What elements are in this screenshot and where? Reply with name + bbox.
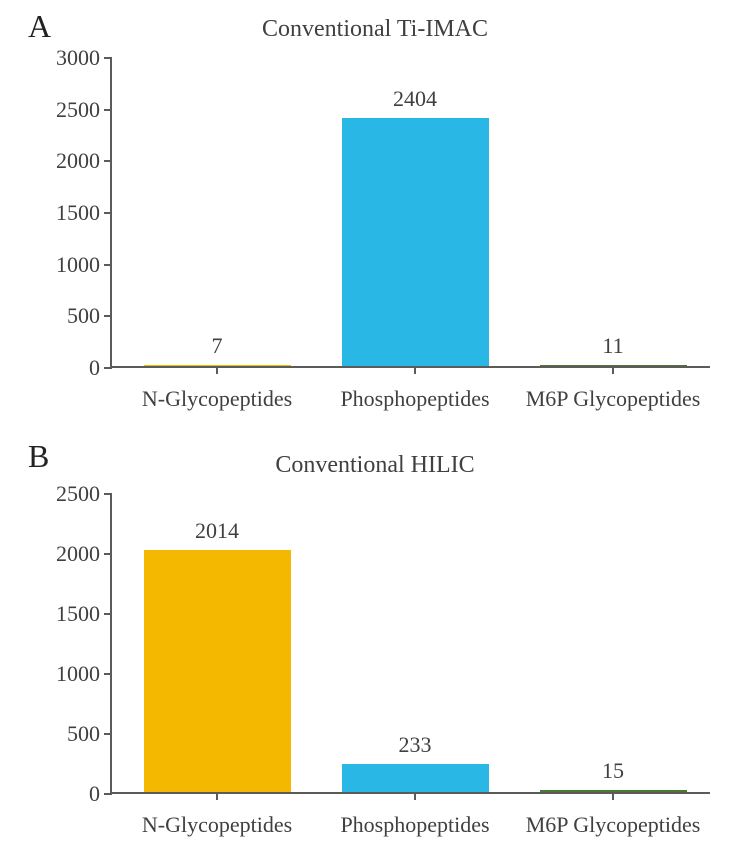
chart-title: Conventional Ti-IMAC: [0, 16, 750, 43]
bar-value-label: 7: [144, 333, 291, 359]
y-tick-label: 1000: [56, 252, 100, 278]
y-tick-mark: [104, 57, 112, 59]
bar: 233: [342, 764, 489, 792]
y-tick-label: 0: [89, 355, 100, 381]
bar: 2014: [144, 550, 291, 792]
y-tick-label: 1500: [56, 200, 100, 226]
y-tick-mark: [104, 793, 112, 795]
x-tick-mark: [414, 792, 416, 800]
y-tick-mark: [104, 613, 112, 615]
x-tick-mark: [414, 366, 416, 374]
y-tick-mark: [104, 109, 112, 111]
y-tick-label: 0: [89, 781, 100, 807]
y-tick-label: 500: [67, 721, 100, 747]
y-tick-mark: [104, 553, 112, 555]
x-tick-label: Phosphopeptides: [340, 386, 489, 412]
y-tick-mark: [104, 212, 112, 214]
x-tick-mark: [216, 792, 218, 800]
bar-value-label: 233: [342, 732, 489, 758]
y-tick-label: 500: [67, 303, 100, 329]
plot-area: 0500100015002000250030007N-Glycopeptides…: [110, 58, 710, 368]
bar-value-label: 15: [540, 758, 687, 784]
plot-area: 050010001500200025002014N-Glycopeptides2…: [110, 494, 710, 794]
bar-value-label: 2404: [342, 86, 489, 112]
y-tick-label: 3000: [56, 45, 100, 71]
bar-value-label: 11: [540, 333, 687, 359]
y-tick-mark: [104, 160, 112, 162]
x-tick-label: N-Glycopeptides: [142, 386, 292, 412]
y-tick-label: 1000: [56, 661, 100, 687]
y-tick-mark: [104, 733, 112, 735]
y-tick-label: 2500: [56, 97, 100, 123]
x-tick-label: Phosphopeptides: [340, 812, 489, 838]
y-tick-mark: [104, 493, 112, 495]
y-tick-label: 2000: [56, 148, 100, 174]
y-tick-label: 2500: [56, 481, 100, 507]
x-tick-label: N-Glycopeptides: [142, 812, 292, 838]
x-tick-label: M6P Glycopeptides: [526, 812, 701, 838]
bar-value-label: 2014: [144, 518, 291, 544]
x-tick-mark: [612, 792, 614, 800]
x-tick-label: M6P Glycopeptides: [526, 386, 701, 412]
bar: 2404: [342, 118, 489, 366]
y-tick-label: 1500: [56, 601, 100, 627]
y-tick-mark: [104, 367, 112, 369]
x-tick-mark: [216, 366, 218, 374]
chart-title: Conventional HILIC: [0, 452, 750, 479]
y-tick-mark: [104, 315, 112, 317]
y-tick-mark: [104, 673, 112, 675]
x-tick-mark: [612, 366, 614, 374]
y-tick-label: 2000: [56, 541, 100, 567]
y-tick-mark: [104, 264, 112, 266]
